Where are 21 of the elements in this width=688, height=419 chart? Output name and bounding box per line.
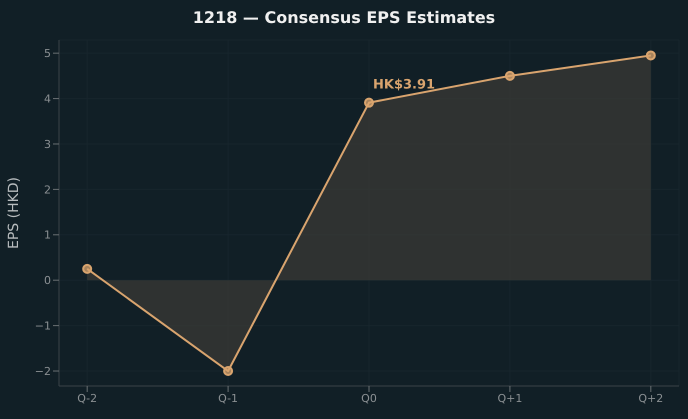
point bbox=[504, 70, 515, 81]
x-tick-label: Q-2 bbox=[77, 392, 98, 405]
y-tick-label: 1 bbox=[44, 228, 51, 242]
chart-title: 1218 — Consensus EPS Estimates bbox=[192, 8, 496, 27]
point bbox=[82, 264, 92, 274]
y-tick-label: 3 bbox=[44, 138, 51, 151]
point bbox=[223, 366, 234, 376]
y-tick-label: 2 bbox=[44, 183, 51, 196]
point bbox=[646, 50, 656, 60]
y-tick-label: 5 bbox=[44, 47, 51, 60]
y-tick-label: 0 bbox=[44, 274, 51, 288]
annotation: HK$3.91 bbox=[373, 77, 436, 92]
x-tick-label: Q-1 bbox=[218, 392, 238, 405]
x-tick-label: Q+1 bbox=[497, 392, 522, 405]
y-tick-label: −1 bbox=[34, 320, 51, 333]
x-tick-label: Q0 bbox=[361, 392, 377, 405]
x-tick-label: Q+2 bbox=[638, 392, 664, 405]
y-tick-label: 4 bbox=[44, 92, 51, 106]
y-axis-title: EPS (HKD) bbox=[6, 176, 22, 250]
y-tick-label: −2 bbox=[34, 364, 51, 378]
point bbox=[364, 98, 374, 108]
